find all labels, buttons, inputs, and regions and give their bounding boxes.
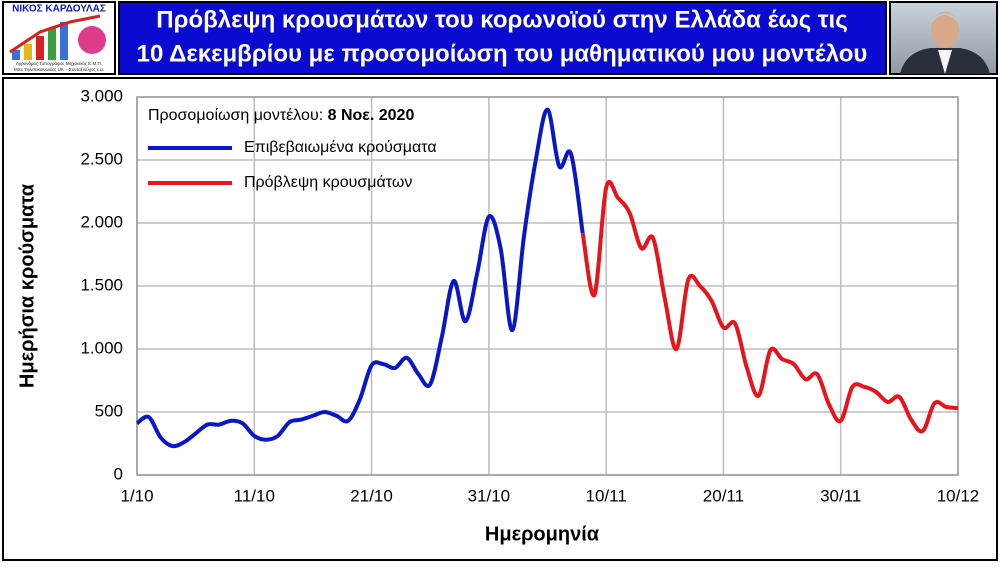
x-tick-label: 11/10 <box>234 486 275 505</box>
y-tick-label: 1.500 <box>80 275 123 294</box>
title: Πρόβλεψη κρουσμάτων του κορωνοϊού στην Ε… <box>156 6 847 33</box>
x-tick-label: 10/11 <box>586 486 627 505</box>
y-tick-label: 500 <box>95 401 123 420</box>
y-tick-label: 3.000 <box>80 86 123 105</box>
x-tick-label: 31/10 <box>468 486 511 505</box>
y-tick-label: 0 <box>114 464 123 483</box>
logo-name: ΝΙΚΟΣ ΚΑΡΔΟΥΛΑΣ <box>12 4 106 15</box>
series-line <box>580 179 959 434</box>
plot-border <box>136 96 959 476</box>
x-tick-label: 1/10 <box>120 486 153 505</box>
plot: 0 500 1.000 1.500 2.000 2.500 3.000 1/10 11/10 21… <box>80 86 979 505</box>
logo-graphic <box>9 14 106 60</box>
y-axis-label: Ημερήσια κρούσματα <box>16 183 38 388</box>
legend-label: Επιβεβαιωμένα κρούσματα <box>244 139 437 156</box>
x-tick-label: 20/11 <box>703 486 744 505</box>
annotation-label: Προσομοίωση μοντέλου: <box>148 107 323 124</box>
title-banner <box>118 1 887 75</box>
x-tick-label: 21/10 <box>350 486 393 505</box>
x-tick-label: 10/12 <box>937 486 980 505</box>
legend-label: Πρόβλεψη κρουσμάτων <box>244 174 412 191</box>
y-tick-label: 1.000 <box>80 338 123 357</box>
annotation: Προσομοίωση μοντέλου: 8 Νοε. 2020 <box>148 107 414 124</box>
title: 10 Δεκεμβρίου με προσομοίωση του μαθηματ… <box>137 40 868 67</box>
y-tick-label: 2.000 <box>80 212 123 231</box>
y-tick-label: 2.500 <box>80 149 123 168</box>
x-axis-label: Ημερομηνία <box>485 523 600 545</box>
chart-frame <box>2 77 998 561</box>
photo <box>889 1 998 75</box>
series-line <box>135 107 585 449</box>
logo-line: MSc Τηλεπικοινωνίες UK – Συνταξιούχος ε.… <box>14 66 104 72</box>
annotation-date: 8 Νοε. 2020 <box>328 107 415 124</box>
logo-line: Αγρονόμος Τοπογράφος Μηχανικός Ε.Μ.Π. <box>16 60 102 66</box>
x-tick-label: 30/11 <box>820 486 861 505</box>
